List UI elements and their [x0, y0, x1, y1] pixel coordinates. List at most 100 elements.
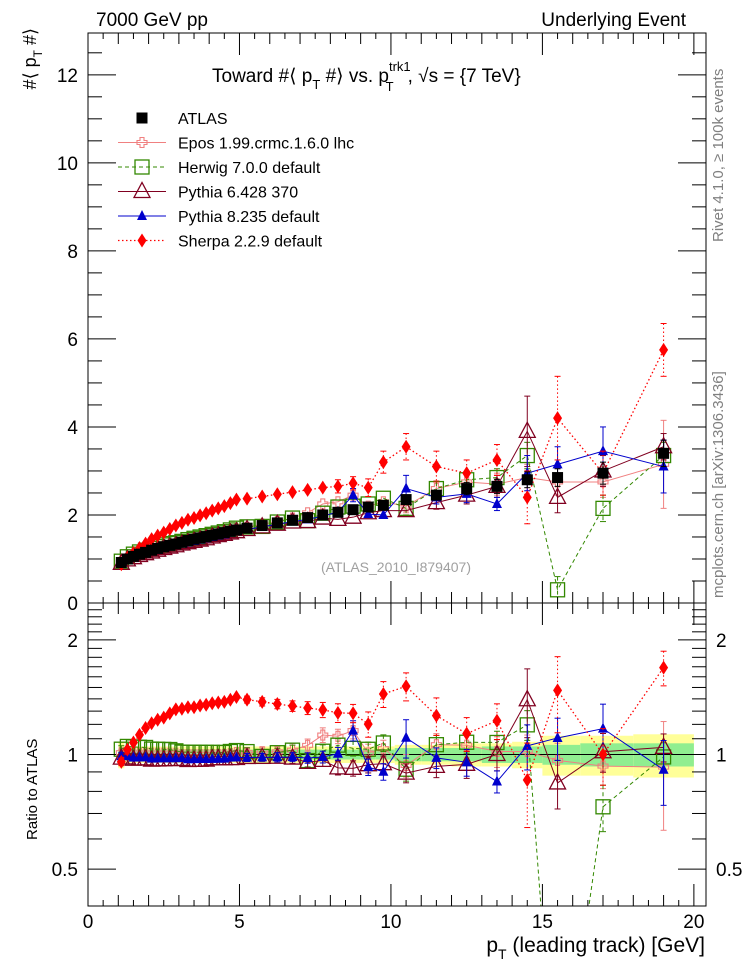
y-tick-label: 8	[67, 242, 78, 263]
data-point	[401, 439, 411, 454]
ratio-point	[272, 697, 282, 712]
data-point	[598, 445, 608, 456]
ratio-y-tick-label-right: 2	[716, 631, 727, 652]
data-point	[491, 480, 503, 492]
data-point	[348, 476, 358, 491]
y-tick-label: 2	[67, 506, 78, 527]
title-sub: T	[386, 79, 394, 94]
x-tick-label: 0	[83, 912, 94, 933]
data-point	[549, 582, 566, 598]
main-axis-ticks: 0 2 4 6 8 10 12	[57, 33, 706, 615]
data-point	[182, 534, 194, 546]
ratio-point	[122, 742, 132, 757]
title-part: Toward #⟨ p	[212, 66, 312, 87]
legend-entry: ATLAS	[136, 111, 228, 128]
ratio-point	[333, 705, 343, 720]
ratio-point	[397, 762, 416, 780]
legend-entry: Herwig 7.0.0 default	[118, 159, 321, 177]
ylabel-part: #⟩	[20, 28, 40, 50]
ratio-y-tick-label: 2	[67, 631, 78, 652]
data-point	[363, 508, 374, 519]
ratio-point	[153, 712, 163, 727]
data-point	[521, 474, 533, 486]
data-point	[318, 480, 328, 495]
legend-marker	[136, 136, 148, 149]
data-point	[158, 541, 170, 553]
ratio-point	[268, 746, 287, 764]
ratio-point	[242, 751, 253, 762]
ratio-point	[318, 702, 328, 717]
x-axis-label: pT (leading track) [GeV]	[486, 934, 705, 962]
ratio-y-tick-label-right: 0.5	[716, 860, 742, 881]
legend-entry: Pythia 6.428 370	[118, 181, 298, 202]
data-point	[343, 506, 363, 524]
ratio-point	[328, 757, 348, 775]
data-point	[207, 503, 217, 518]
ratio-point	[257, 694, 267, 709]
ratio-point	[272, 751, 283, 762]
rivet-label: Rivet 4.1.0, ≥ 100k events	[710, 69, 727, 242]
legend-marker	[134, 159, 150, 175]
watermark: (ATLAS_2010_I879407)	[321, 559, 471, 575]
ratio-point	[522, 739, 533, 750]
data-point	[286, 514, 298, 526]
ratio-point	[287, 751, 298, 762]
series-sherpa	[116, 323, 669, 572]
ratio-panel: 0.5 0.5 1 1 2 2 Ratio to ATLAS	[24, 602, 742, 907]
ratio-point	[135, 727, 144, 742]
ratio-point	[348, 706, 358, 721]
ratio-point	[343, 757, 363, 775]
ratio-point	[116, 754, 126, 769]
ratio-point	[177, 701, 187, 716]
ratio-y-tick-label: 0.5	[52, 860, 78, 881]
ratio-point	[257, 751, 268, 762]
ratio-point	[362, 747, 374, 759]
ratio-point	[348, 724, 359, 735]
ratio-point	[207, 696, 217, 711]
ratio-point	[598, 722, 608, 733]
data-point	[492, 452, 502, 467]
data-point	[213, 501, 223, 516]
y-tick-label: 12	[57, 66, 78, 87]
legend-marker	[136, 112, 148, 124]
main-ylabel: #⟨ pT #⟩	[20, 28, 45, 89]
ratio-point	[231, 751, 242, 762]
data-point	[256, 520, 268, 532]
ratio-point	[140, 751, 151, 762]
data-point	[200, 531, 212, 543]
data-point	[553, 411, 563, 426]
ratio-point	[302, 751, 313, 762]
ratio-point	[242, 692, 252, 707]
data-point	[552, 472, 564, 484]
data-point	[183, 512, 193, 527]
ylabel-sub: T	[31, 49, 45, 57]
xlabel-rest: (leading track) [GeV]	[507, 934, 705, 957]
data-point	[348, 489, 359, 500]
data-point	[378, 508, 389, 519]
ratio-point	[552, 731, 563, 742]
data-point	[127, 550, 139, 562]
legend-label: Sherpa 2.2.9 default	[178, 234, 323, 251]
ratio-point	[231, 690, 241, 705]
ratio-point	[141, 720, 151, 735]
ratio-point	[213, 695, 223, 710]
ratio-point	[302, 739, 314, 751]
ratio-point	[401, 731, 412, 742]
ratio-point	[171, 702, 181, 717]
ratio-point	[375, 735, 392, 751]
y-tick-label: 10	[57, 154, 78, 175]
ratio-point	[195, 698, 205, 713]
x-tick-label: 20	[683, 912, 704, 933]
ratio-point	[377, 743, 389, 755]
y-tick-label: 0	[67, 594, 78, 615]
legend-label: Pythia 6.428 370	[178, 185, 298, 202]
ratio-point	[303, 701, 313, 716]
data-point	[522, 490, 532, 505]
ratio-point	[461, 739, 473, 751]
data-point	[218, 527, 230, 539]
ratio-axis-ticks: 0.5 0.5 1 1 2 2	[52, 602, 742, 907]
ratio-point	[597, 760, 609, 772]
data-point	[302, 512, 314, 524]
data-point	[597, 476, 609, 488]
ratio-point	[378, 687, 388, 702]
